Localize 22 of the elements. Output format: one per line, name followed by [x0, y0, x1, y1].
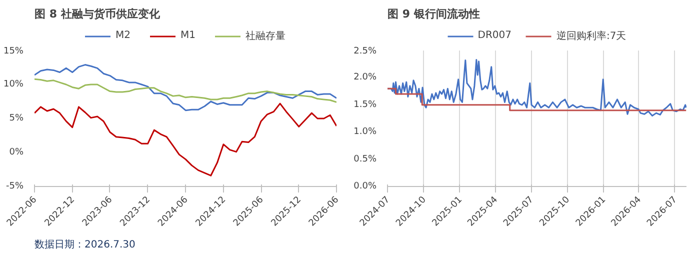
y-tick-label: 5% [9, 114, 24, 124]
line-series [34, 102, 336, 176]
chart-title: 图 9 银行间流动性 [388, 8, 480, 20]
legend-label: DR007 [478, 30, 512, 41]
line-series [34, 64, 336, 112]
chart-title: 图 8 社融与货币供应变化 [34, 8, 161, 20]
y-tick-label: -5% [6, 182, 24, 192]
legend-label: M1 [180, 30, 196, 41]
y-tick-label: 1.5% [354, 100, 377, 110]
y-tick-label: 2.5% [354, 46, 377, 56]
y-tick-label: 0.0% [354, 182, 377, 192]
y-tick-label: 0.5% [354, 154, 377, 164]
legend-label: M2 [116, 30, 132, 41]
text: 数据日期：2026.7.30 [34, 238, 136, 250]
y-tick-label: 15% [3, 46, 24, 56]
y-tick-label: 2.0% [354, 72, 377, 83]
legend-label: 社融存量 [246, 30, 286, 42]
line-series [34, 78, 336, 103]
y-tick-label: 10% [3, 80, 24, 90]
legend-label: 逆回购利率:7天 [556, 30, 626, 42]
y-tick-label: 0% [9, 148, 24, 158]
y-tick-label: 1.0% [354, 127, 377, 138]
